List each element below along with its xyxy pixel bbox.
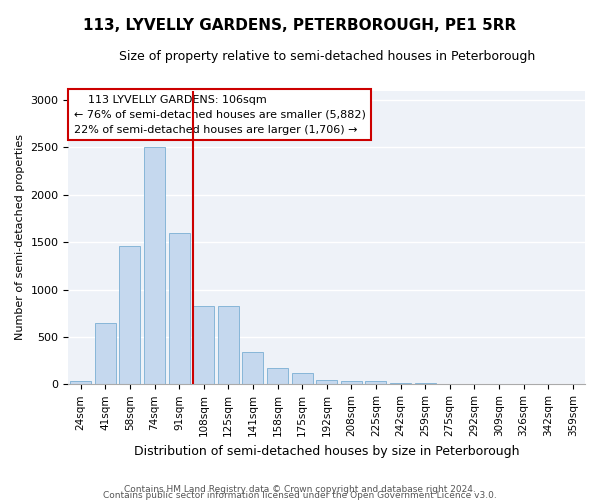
Text: 113 LYVELLY GARDENS: 106sqm
← 76% of semi-detached houses are smaller (5,882)
22: 113 LYVELLY GARDENS: 106sqm ← 76% of sem…	[74, 95, 365, 134]
Bar	[341, 380, 362, 384]
Bar	[242, 352, 263, 384]
Bar	[365, 381, 386, 384]
Bar	[119, 246, 140, 384]
Text: Contains public sector information licensed under the Open Government Licence v3: Contains public sector information licen…	[103, 490, 497, 500]
Bar	[95, 322, 116, 384]
Title: Size of property relative to semi-detached houses in Peterborough: Size of property relative to semi-detach…	[119, 50, 535, 63]
Text: Contains HM Land Registry data © Crown copyright and database right 2024.: Contains HM Land Registry data © Crown c…	[124, 484, 476, 494]
Bar	[169, 232, 190, 384]
Bar	[316, 380, 337, 384]
X-axis label: Distribution of semi-detached houses by size in Peterborough: Distribution of semi-detached houses by …	[134, 444, 520, 458]
Bar	[193, 306, 214, 384]
Bar	[144, 148, 165, 384]
Bar	[218, 306, 239, 384]
Y-axis label: Number of semi-detached properties: Number of semi-detached properties	[15, 134, 25, 340]
Bar	[292, 373, 313, 384]
Bar	[267, 368, 288, 384]
Bar	[70, 380, 91, 384]
Text: 113, LYVELLY GARDENS, PETERBOROUGH, PE1 5RR: 113, LYVELLY GARDENS, PETERBOROUGH, PE1 …	[83, 18, 517, 32]
